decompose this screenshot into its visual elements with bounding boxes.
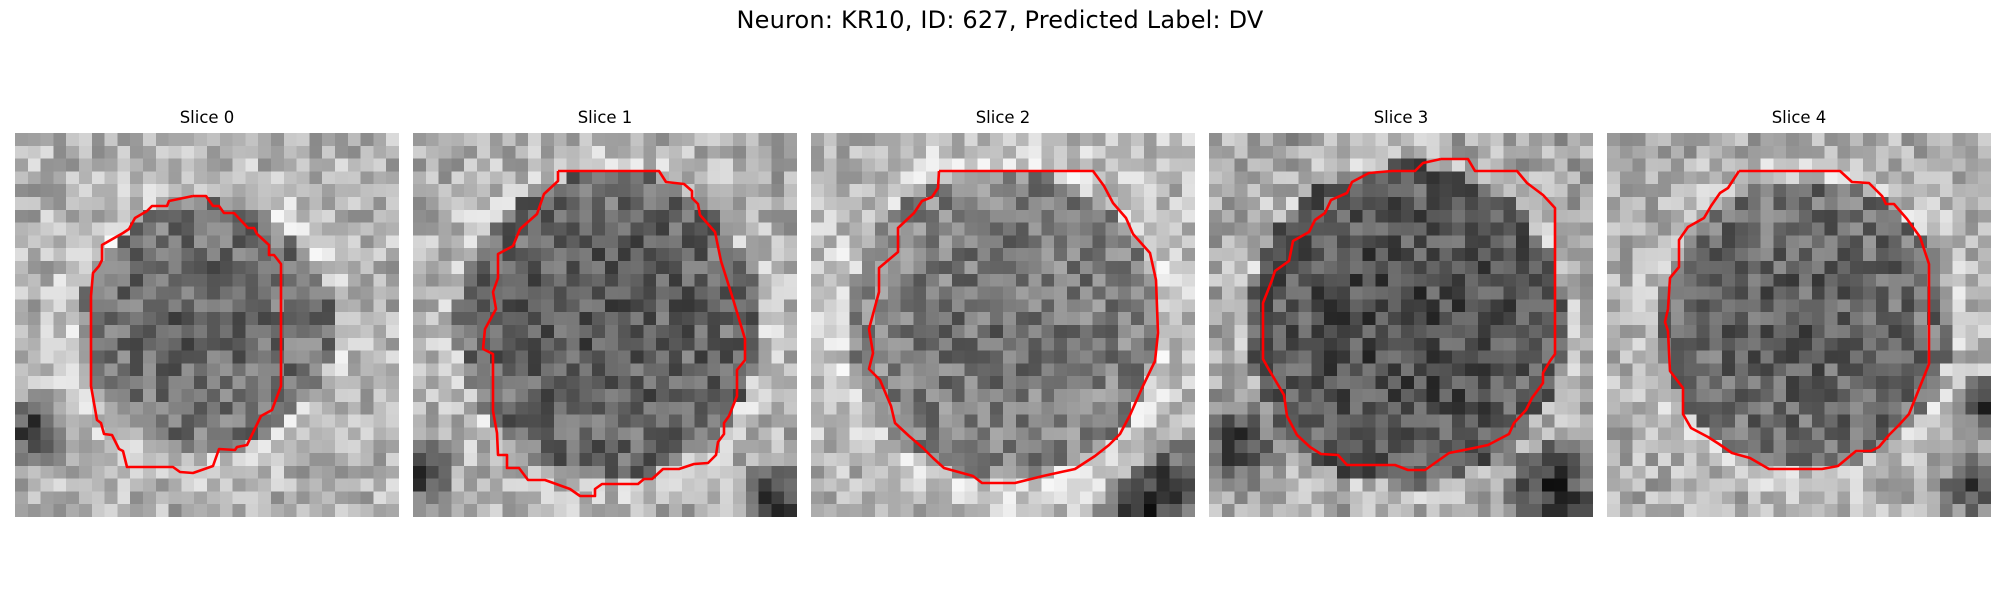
cell-contour — [1261, 157, 1557, 472]
slice-title: Slice 3 — [1373, 108, 1429, 127]
slice-title: Slice 2 — [975, 108, 1031, 127]
slice-image — [1607, 133, 1991, 517]
slice-title: Slice 1 — [577, 108, 633, 127]
pixel-grid — [1209, 133, 1593, 517]
cell-contour — [89, 194, 283, 475]
pixel-grid — [413, 133, 797, 517]
cell-contour — [1663, 169, 1931, 471]
pixel-grid — [811, 133, 1195, 517]
figure-title: Neuron: KR10, ID: 627, Predicted Label: … — [736, 6, 1264, 34]
slice-image — [1209, 133, 1593, 517]
cell-contour — [867, 169, 1160, 485]
slice-image — [811, 133, 1195, 517]
slice-image — [413, 133, 797, 517]
pixel-grid — [1607, 133, 1991, 517]
slice-title: Slice 0 — [179, 108, 235, 127]
cell-contour — [481, 169, 747, 498]
slice-image — [15, 133, 399, 517]
slice-title: Slice 4 — [1771, 108, 1827, 127]
